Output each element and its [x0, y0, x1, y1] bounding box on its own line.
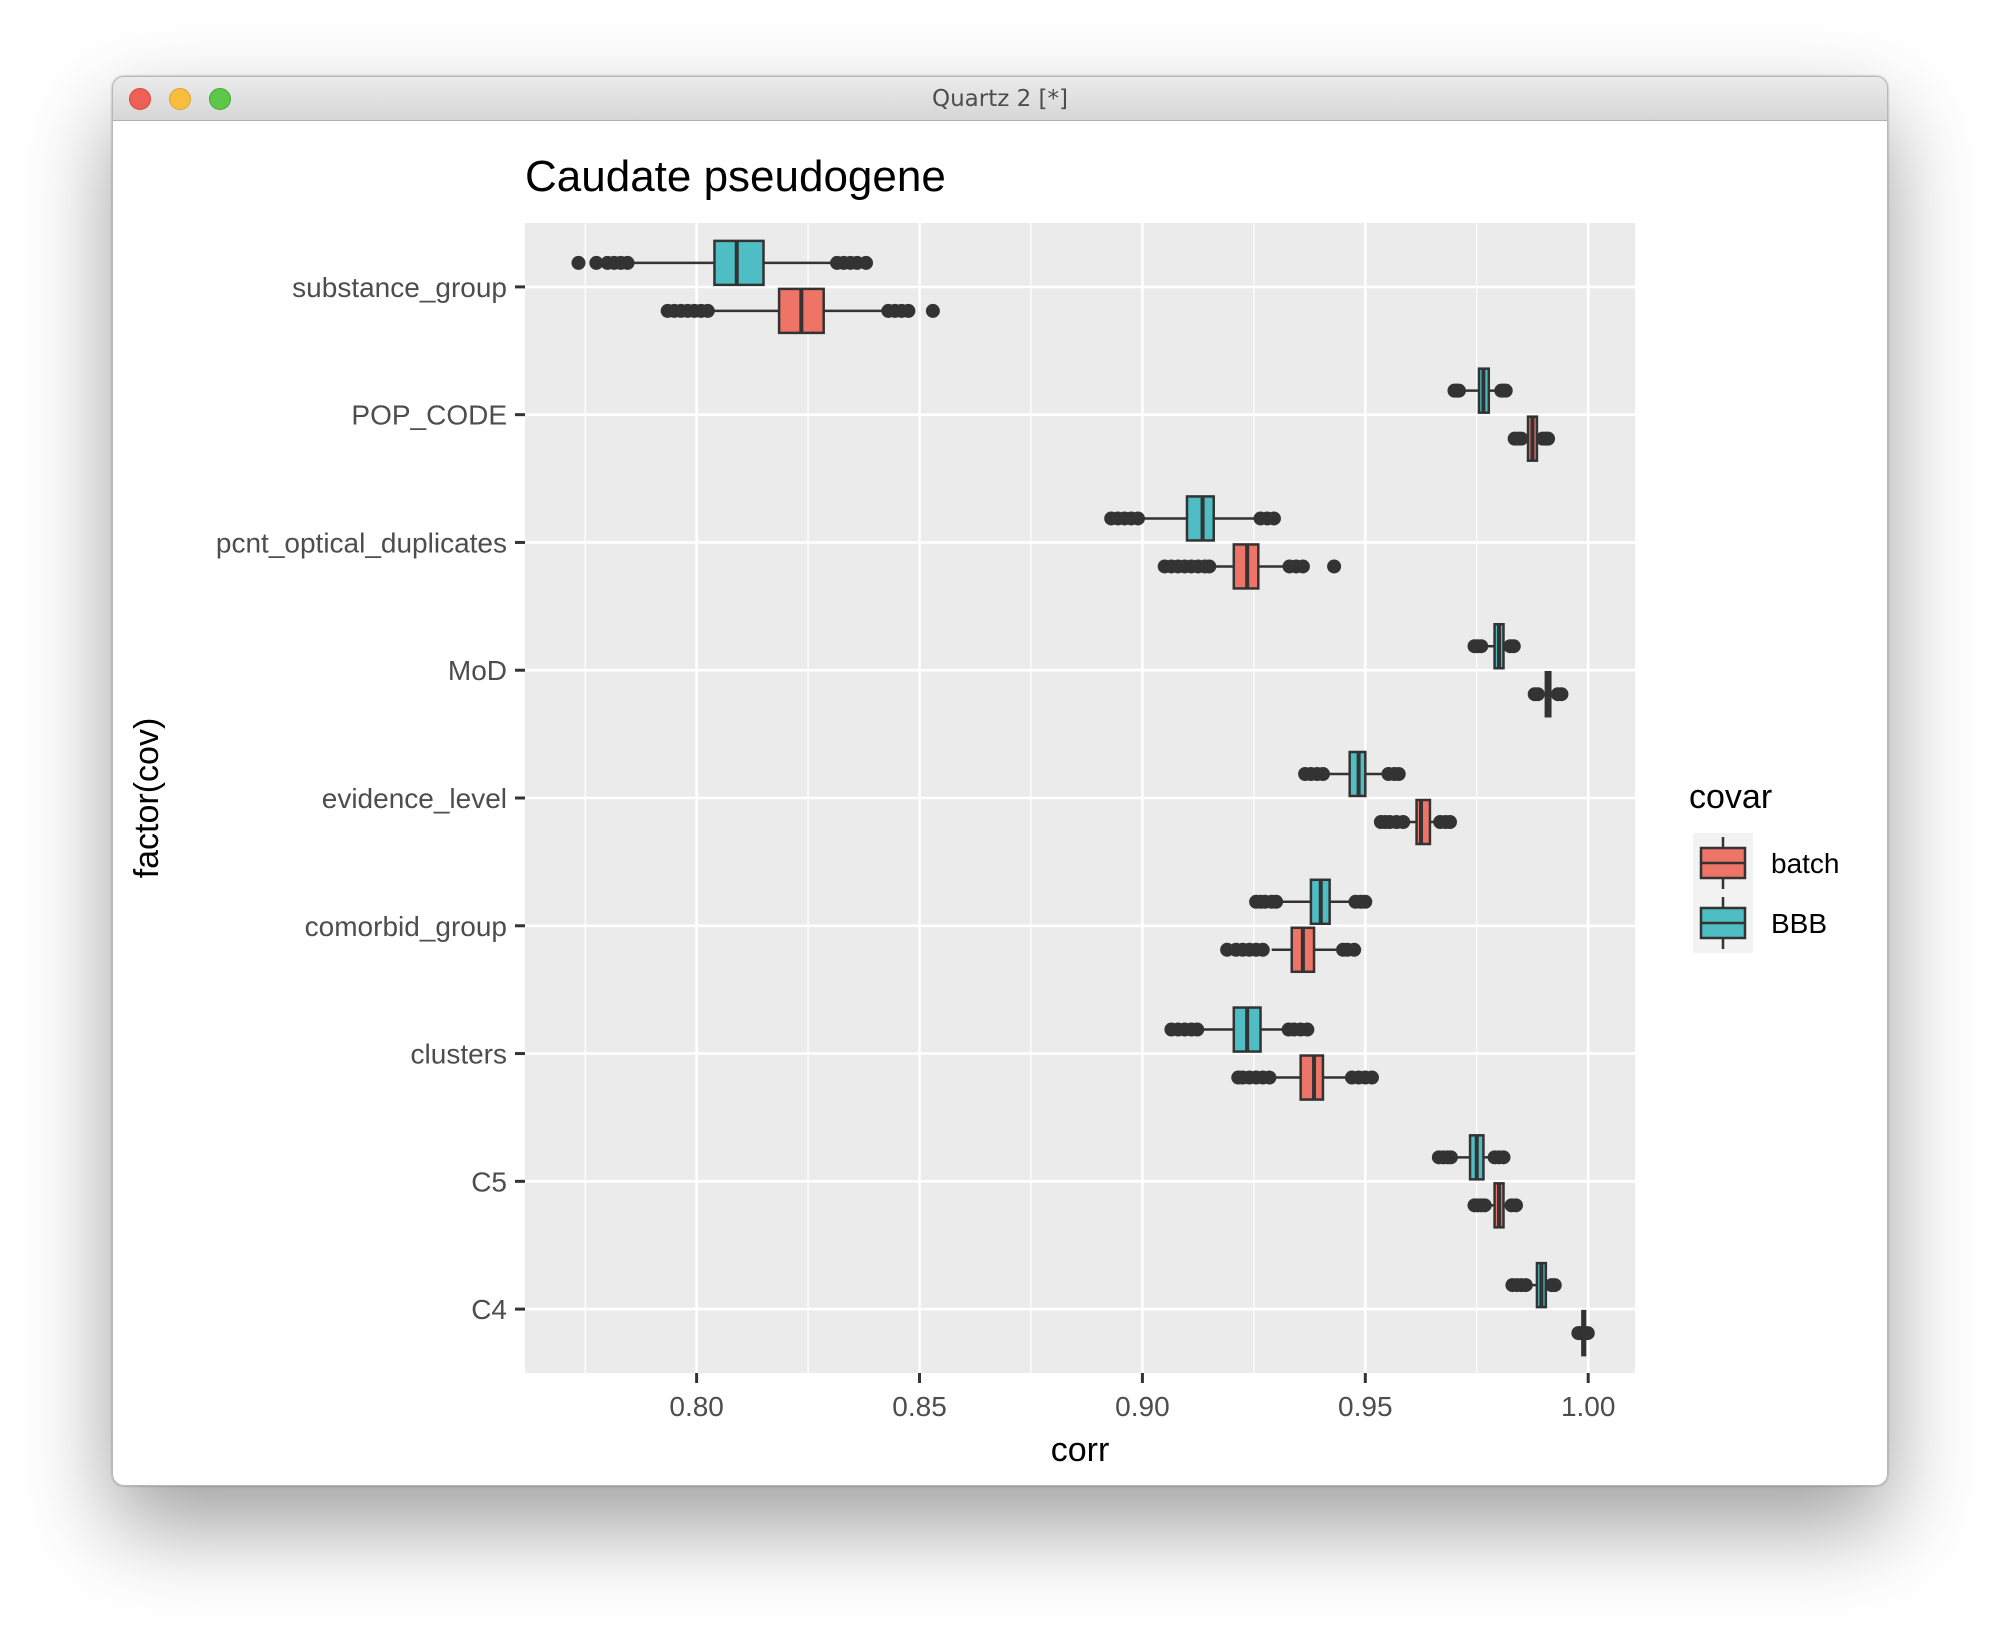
legend-label: BBB	[1771, 908, 1827, 939]
legend-title: covar	[1689, 778, 1772, 816]
window-title: Quartz 2 [*]	[931, 86, 1069, 112]
outlier-point	[1202, 559, 1217, 574]
y-axis-title: factor(cov)	[128, 718, 166, 879]
outlier-point	[1530, 687, 1545, 702]
box-iqr	[1299, 1054, 1325, 1101]
y-tick-label: pcnt_optical_duplicates	[216, 527, 507, 558]
boxplot-batch-POP_CODE	[1507, 415, 1556, 462]
x-tick-label: 1.00	[1561, 1391, 1616, 1422]
minimize-button[interactable]	[169, 88, 191, 110]
outlier-point	[1541, 431, 1556, 446]
outlier-point	[1498, 383, 1513, 398]
box-layer	[571, 239, 1595, 1357]
outlier-point	[1327, 559, 1342, 574]
y-axis: substance_group POP_CODE pcnt_optical_dupl…	[216, 272, 525, 1325]
boxplot-batch-MoD	[1527, 670, 1569, 718]
boxplot-batch-C4	[1571, 1309, 1595, 1357]
outlier-point	[1266, 511, 1281, 526]
y-tick-label: MoD	[448, 655, 507, 686]
outlier-point	[1508, 1198, 1523, 1213]
outlier-point	[571, 255, 586, 270]
outlier-point	[1130, 511, 1145, 526]
boxplot-bbb-C4	[1505, 1261, 1562, 1309]
y-tick-label: C5	[471, 1166, 507, 1197]
box-iqr	[1185, 495, 1215, 542]
box-iqr	[1415, 798, 1432, 846]
chart-title: Caudate pseudogene	[525, 152, 946, 201]
outlier-point	[1451, 383, 1466, 398]
close-button[interactable]	[129, 88, 151, 110]
boxplot-batch-substance_group	[660, 287, 940, 335]
outlier-point	[925, 303, 940, 318]
y-tick-label: C4	[471, 1294, 507, 1325]
boxplot-bbb-clusters	[1164, 1006, 1315, 1053]
x-tick-label: 0.80	[669, 1391, 724, 1422]
outlier-point	[1364, 1070, 1379, 1085]
outlier-point	[1443, 815, 1457, 829]
boxplot-batch-comorbid_group	[1220, 926, 1362, 974]
y-tick-label: POP_CODE	[351, 400, 507, 431]
grid-lines	[525, 223, 1635, 1373]
outlier-point	[1443, 1150, 1458, 1165]
boxplot-bbb-C5	[1431, 1134, 1511, 1181]
outlier-point	[1477, 1198, 1492, 1213]
boxplot-batch-clusters	[1231, 1054, 1379, 1101]
boxplot-bbb-evidence_level	[1298, 750, 1406, 798]
outlier-point	[1506, 639, 1521, 654]
outlier-point	[1518, 1278, 1533, 1293]
boxplot-batch-pcnt_optical_duplicates	[1157, 543, 1342, 590]
outlier-point	[1262, 1070, 1277, 1085]
boxplot-bbb-substance_group	[571, 239, 874, 287]
boxplot-batch-evidence_level	[1373, 798, 1457, 846]
boxplot-batch-C5	[1467, 1182, 1523, 1229]
outlier-point	[859, 255, 874, 270]
outlier-point	[1315, 767, 1330, 781]
outlier-point	[1547, 1278, 1562, 1293]
y-tick-label: clusters	[411, 1039, 507, 1070]
outlier-point	[589, 255, 604, 270]
outlier-point	[700, 303, 715, 318]
boxplot-bbb-pcnt_optical_duplicates	[1104, 495, 1281, 542]
x-axis-title: corr	[1051, 1431, 1110, 1469]
legend-label: batch	[1771, 848, 1840, 879]
legend-item-batch: batch	[1693, 833, 1840, 893]
outlier-point	[1391, 767, 1406, 781]
outlier-point	[1554, 687, 1569, 702]
boxplot-bbb-MoD	[1467, 622, 1521, 670]
y-tick-label: comorbid_group	[305, 911, 507, 942]
plot-canvas: Caudate pseudogene substance_group POP_CO…	[128, 152, 1840, 1469]
outlier-point	[1514, 431, 1529, 446]
title-bar[interactable]: Quartz 2 [*]	[113, 77, 1887, 121]
legend: covar batch BBB	[1689, 778, 1840, 953]
outlier-point	[1295, 559, 1310, 574]
outlier-point	[1269, 894, 1284, 909]
outlier-point	[1190, 1022, 1205, 1037]
outlier-point	[1474, 639, 1489, 654]
outlier-point	[1396, 815, 1411, 829]
y-tick-label: substance_group	[292, 272, 507, 303]
x-tick-label: 0.90	[1115, 1391, 1170, 1422]
box-iqr	[713, 239, 765, 287]
outlier-point	[1358, 894, 1373, 909]
quartz-window: Quartz 2 [*] Caudate pseudogene substanc…	[112, 76, 1888, 1486]
outlier-point	[1347, 942, 1362, 957]
outlier-point	[901, 303, 916, 318]
outlier-point	[1255, 942, 1270, 957]
boxplot-bbb-POP_CODE	[1447, 367, 1513, 414]
outlier-point	[1496, 1150, 1511, 1165]
y-tick-label: evidence_level	[322, 783, 507, 814]
x-tick-label: 0.95	[1338, 1391, 1393, 1422]
outlier-point	[1300, 1022, 1315, 1037]
x-tick-label: 0.85	[892, 1391, 947, 1422]
boxplot-bbb-comorbid_group	[1249, 878, 1373, 926]
zoom-button[interactable]	[209, 88, 231, 110]
x-axis: 0.80 0.85 0.90 0.95 1.00	[669, 1373, 1615, 1422]
outlier-point	[620, 255, 635, 270]
legend-item-bbb: BBB	[1693, 893, 1827, 953]
